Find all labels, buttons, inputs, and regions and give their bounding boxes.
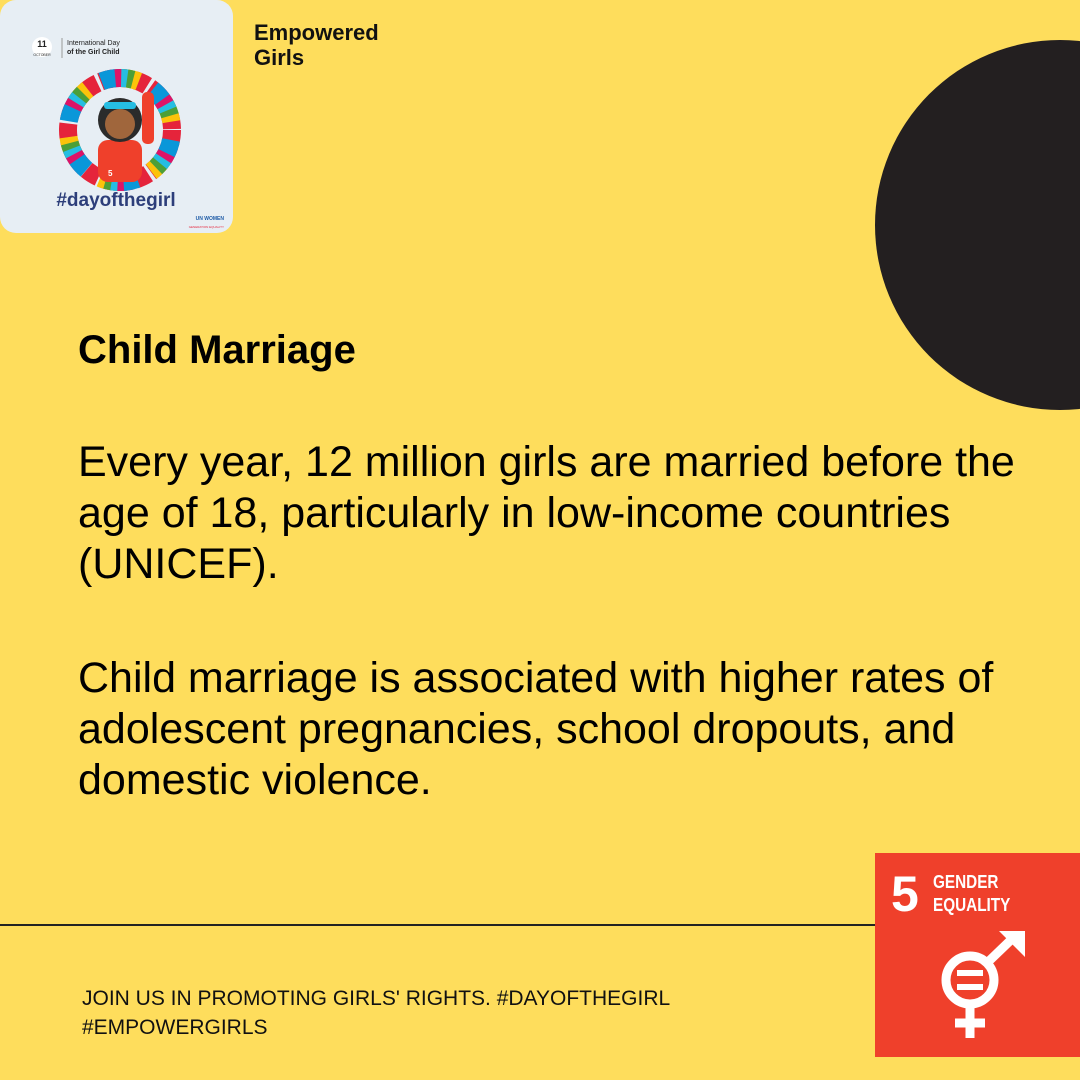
shirt bbox=[98, 140, 142, 182]
symbol-arrowhead bbox=[999, 931, 1025, 957]
logo-org-sub: GENERATION EQUALITY bbox=[189, 225, 224, 229]
gender-symbol bbox=[941, 931, 1025, 1038]
divider bbox=[0, 924, 875, 926]
logo-event1: International Day bbox=[67, 40, 120, 47]
badge-line: EQUALITY bbox=[933, 895, 1011, 915]
sdg-ring: 5 bbox=[59, 69, 181, 191]
footer: JOIN US IN PROMOTING GIRLS' RIGHTS. #DAY… bbox=[82, 984, 670, 1042]
brand-line: Girls bbox=[254, 45, 305, 70]
symbol-ring bbox=[941, 951, 999, 1009]
logo-month: OCTOBER bbox=[33, 53, 51, 57]
face bbox=[105, 109, 135, 139]
logo-card: 11 OCTOBER International Day of the Girl… bbox=[0, 0, 233, 233]
logo-event2: of the Girl Child bbox=[67, 49, 120, 56]
logo-art: 11 OCTOBER International Day of the Girl… bbox=[32, 37, 225, 229]
decor-circle bbox=[875, 40, 1080, 410]
badge-line: GENDER bbox=[933, 872, 999, 892]
paragraph: Child marriage is associated with higher… bbox=[78, 654, 994, 804]
symbol-eq bbox=[957, 970, 983, 976]
footer-line: #EMPOWERGIRLS bbox=[82, 1016, 268, 1039]
sdg-badge: 5 GENDER EQUALITY bbox=[875, 853, 1080, 1057]
logo-hashtag: #dayofthegirl bbox=[56, 190, 175, 211]
badge-label: GENDER EQUALITY bbox=[933, 871, 1010, 917]
shirt-number: 5 bbox=[108, 169, 113, 178]
title: Child Marriage bbox=[78, 328, 356, 372]
headband bbox=[104, 102, 136, 109]
paragraph: Every year, 12 million girls are married… bbox=[78, 438, 1015, 588]
date-badge bbox=[32, 37, 52, 57]
badge-number: 5 bbox=[891, 866, 919, 922]
logo-day: 11 bbox=[37, 39, 47, 49]
footer-line: JOIN US IN PROMOTING GIRLS' RIGHTS. #DAY… bbox=[82, 987, 671, 1010]
brand-line: Empowered bbox=[254, 20, 379, 45]
logo-org: UN WOMEN bbox=[196, 216, 225, 222]
arm bbox=[142, 92, 154, 144]
brand: Empowered Girls bbox=[254, 20, 379, 70]
symbol-eq bbox=[957, 984, 983, 990]
